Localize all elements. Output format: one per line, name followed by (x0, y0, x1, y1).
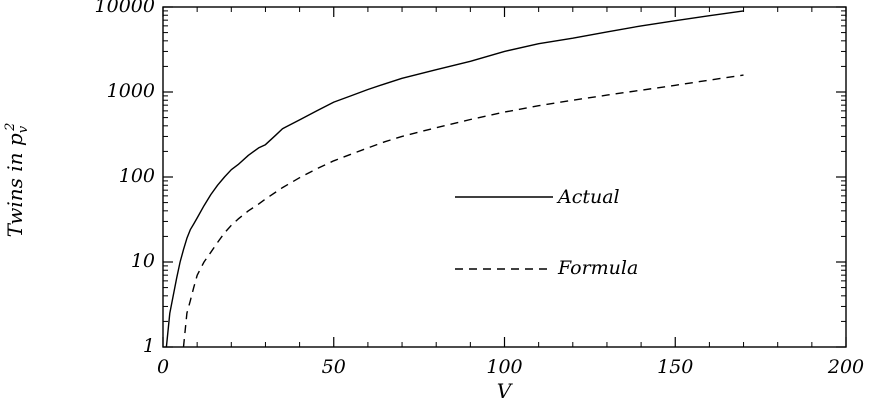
y-axis-label-main: Twins in p (3, 133, 27, 237)
x-tick-label: 200 (827, 356, 864, 378)
y-tick-label: 100 (119, 165, 155, 187)
y-axis-label-sub: v (16, 125, 31, 133)
plot-frame (162, 6, 847, 348)
y-axis: 1 10 100 1000 10000 (95, 0, 846, 357)
y-axis-label: Twins in pv2 (3, 123, 31, 238)
y-tick-label: 10 (131, 250, 155, 272)
x-tick-label: 100 (486, 356, 522, 378)
x-axis: 0 50 100 150 200 (157, 7, 864, 378)
y-axis-label-sup: 2 (3, 123, 18, 132)
y-tick-label: 1 (143, 335, 155, 357)
y-tick-label: 1000 (107, 80, 155, 102)
y-tick-label: 10000 (95, 0, 155, 17)
x-tick-label: 150 (657, 356, 693, 378)
chart-marks (165, 10, 744, 348)
legend-label-actual: Actual (556, 186, 620, 208)
legend: Actual Formula (455, 186, 638, 279)
x-tick-label: 0 (157, 356, 169, 378)
series-line-formula (182, 74, 744, 348)
legend-label-formula: Formula (557, 257, 638, 279)
x-tick-label: 50 (322, 356, 346, 378)
x-axis-label: V (497, 379, 514, 403)
series-line-actual (165, 10, 744, 348)
